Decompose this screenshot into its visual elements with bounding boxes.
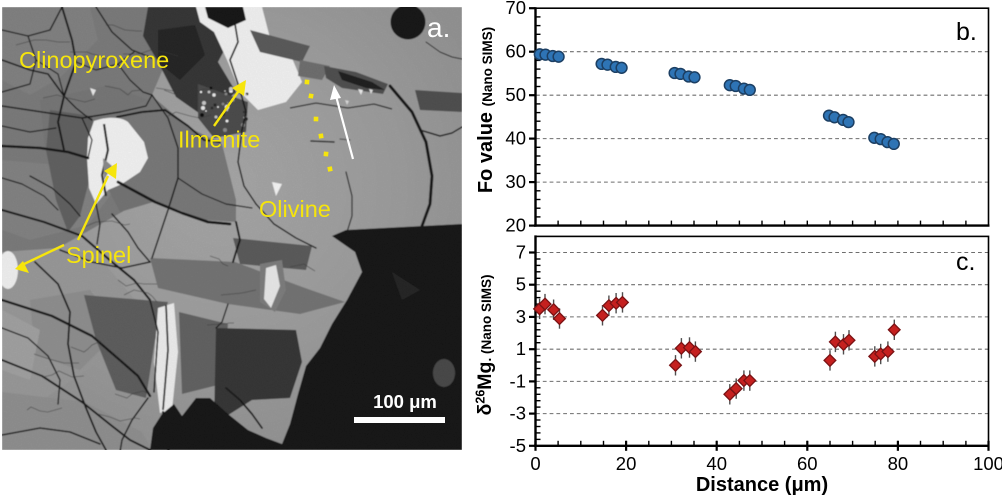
svg-text:100: 100 (973, 453, 1002, 474)
svg-text:Ilmenite: Ilmenite (178, 127, 260, 153)
svg-text:70: 70 (505, 0, 526, 18)
svg-text:Distance (μm): Distance (μm) (696, 474, 828, 496)
svg-text:0: 0 (530, 453, 540, 474)
svg-text:1: 1 (516, 338, 526, 359)
svg-text:-5: -5 (510, 435, 526, 456)
svg-text:100 μm: 100 μm (373, 391, 437, 412)
svg-text:20: 20 (616, 453, 637, 474)
svg-text:40: 40 (505, 128, 526, 149)
svg-text:Clinopyroxene: Clinopyroxene (19, 47, 169, 73)
svg-text:-3: -3 (510, 403, 526, 424)
svg-text:Fo value (Nano SIMS): Fo value (Nano SIMS) (475, 27, 497, 193)
svg-text:60: 60 (797, 453, 818, 474)
svg-text:3: 3 (516, 306, 526, 327)
svg-text:20: 20 (505, 215, 526, 236)
svg-text:Spinel: Spinel (66, 242, 131, 268)
svg-text:b.: b. (956, 18, 977, 46)
svg-text:60: 60 (505, 41, 526, 62)
svg-text:a.: a. (427, 12, 450, 43)
svg-text:80: 80 (888, 453, 909, 474)
svg-text:40: 40 (706, 453, 727, 474)
svg-text:-1: -1 (510, 370, 526, 391)
svg-text:Olivine: Olivine (259, 196, 331, 222)
svg-text:7: 7 (516, 242, 526, 263)
svg-text:5: 5 (516, 274, 526, 295)
svg-text:c.: c. (956, 248, 975, 276)
svg-text:30: 30 (505, 171, 526, 192)
svg-text:50: 50 (505, 84, 526, 105)
svg-text:δ26Mg. (Nano SIMS): δ26Mg. (Nano SIMS) (474, 275, 497, 416)
